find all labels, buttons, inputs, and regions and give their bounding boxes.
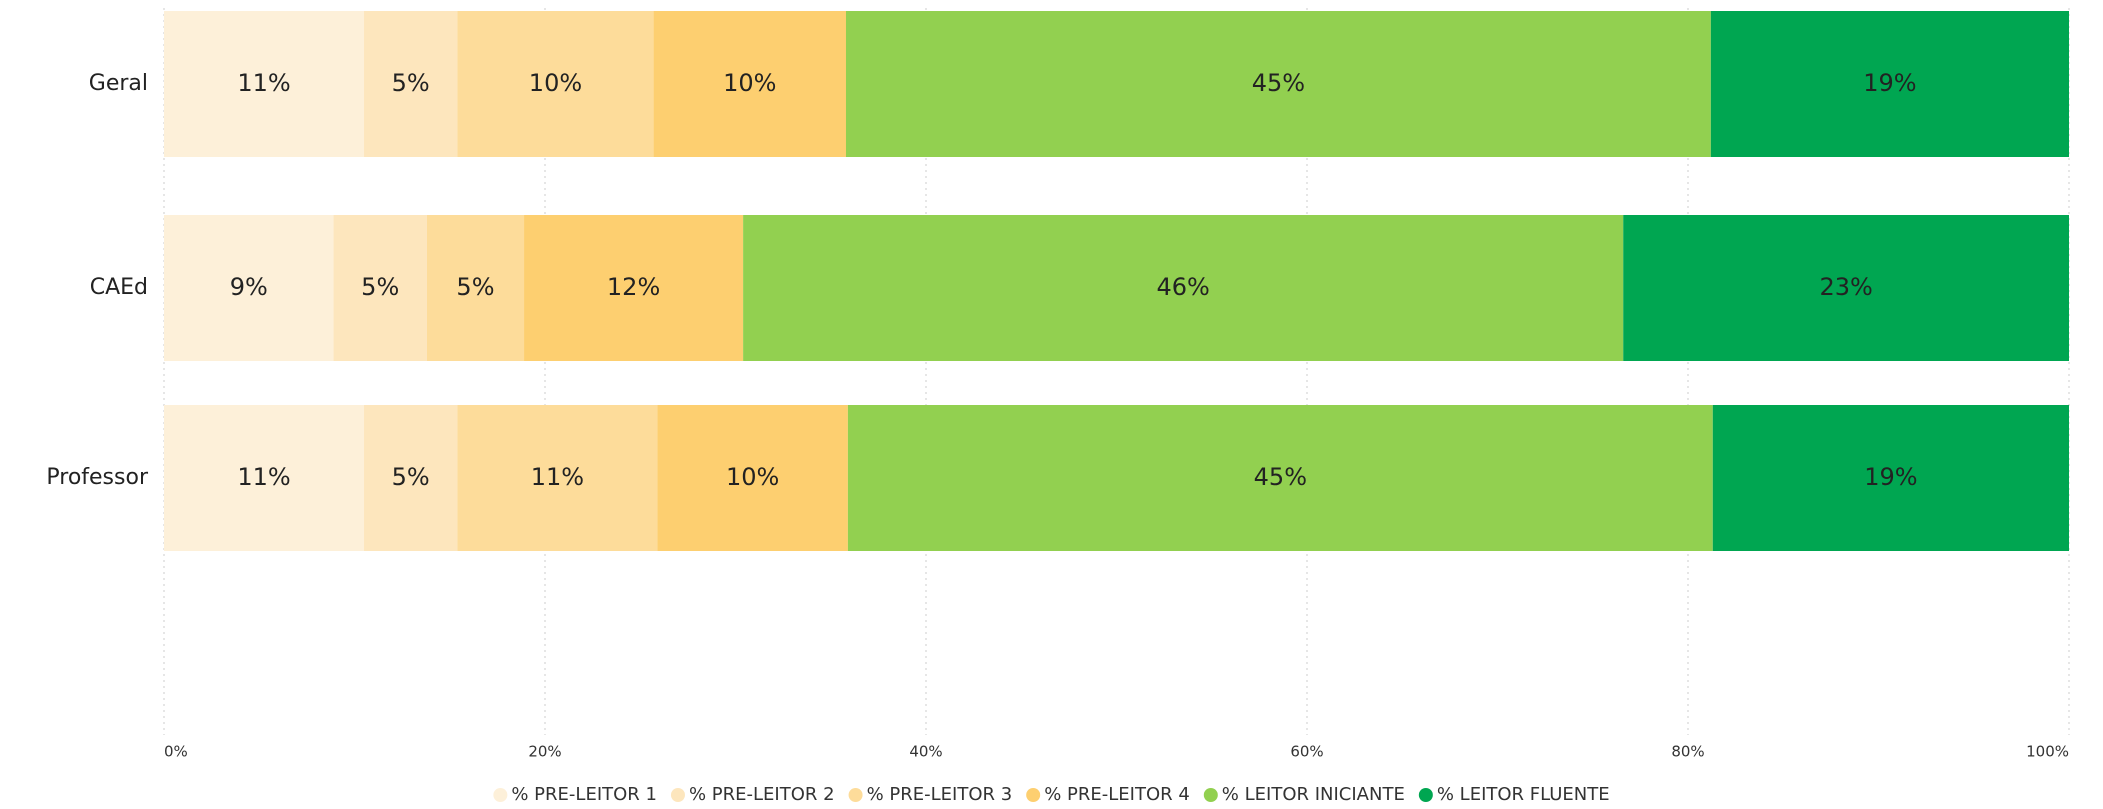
bar-segment <box>457 405 658 551</box>
bar-segment <box>164 11 365 157</box>
data-label: 46% <box>1157 273 1210 301</box>
data-label: 45% <box>1252 69 1305 97</box>
bar-segment <box>364 405 458 551</box>
data-label: 9% <box>230 273 268 301</box>
bar-segment <box>333 215 427 361</box>
data-label: 45% <box>1254 463 1307 491</box>
data-label: 10% <box>723 69 776 97</box>
x-tick-label: 40% <box>909 743 942 761</box>
data-label: 12% <box>607 273 660 301</box>
data-label: 19% <box>1864 463 1917 491</box>
legend-label: % PRE-LEITOR 1 <box>511 784 657 805</box>
legend-label: % LEITOR FLUENTE <box>1437 784 1610 805</box>
legend-marker <box>1026 788 1041 802</box>
data-label: 5% <box>361 273 399 301</box>
bar-segment <box>164 215 334 361</box>
x-tick-label: 0% <box>164 743 188 761</box>
bar-segment <box>657 405 848 551</box>
data-label: 19% <box>1863 69 1916 97</box>
bar-segment <box>164 405 365 551</box>
bar-segment <box>457 11 654 157</box>
data-label: 10% <box>529 69 582 97</box>
legend-label: % PRE-LEITOR 2 <box>689 784 835 805</box>
data-label: 11% <box>531 463 584 491</box>
data-label: 5% <box>456 273 494 301</box>
x-tick-label: 80% <box>1671 743 1704 761</box>
data-label: 11% <box>237 463 290 491</box>
y-tick-label: Professor <box>46 465 149 490</box>
legend-marker <box>670 788 685 802</box>
bar-segment <box>1623 215 2069 361</box>
legend-marker <box>1418 788 1433 802</box>
legend-label: % PRE-LEITOR 3 <box>867 784 1013 805</box>
y-tick-label: CAEd <box>90 275 148 300</box>
legend-marker <box>1203 788 1218 802</box>
bar-segment <box>426 215 525 361</box>
legend-marker <box>493 788 508 802</box>
bar-segment <box>364 11 458 157</box>
bar-segment <box>845 11 1711 157</box>
data-label: 5% <box>392 463 430 491</box>
legend-label: % PRE-LEITOR 4 <box>1044 784 1190 805</box>
data-label: 10% <box>726 463 779 491</box>
y-tick-label: Geral <box>89 71 148 96</box>
bar-segment <box>1710 11 2069 157</box>
data-label: 11% <box>237 69 290 97</box>
x-tick-label: 20% <box>528 743 561 761</box>
bar-segment <box>847 405 1713 551</box>
x-tick-label: 100% <box>2026 743 2069 761</box>
data-label: 23% <box>1819 273 1872 301</box>
bar-segment <box>743 215 1624 361</box>
bar-segment <box>1712 405 2069 551</box>
bar-segment <box>524 215 744 361</box>
x-tick-label: 60% <box>1290 743 1323 761</box>
bar-segment <box>653 11 846 157</box>
legend-marker <box>848 788 863 802</box>
legend-label: % LEITOR INICIANTE <box>1222 784 1405 805</box>
data-label: 5% <box>392 69 430 97</box>
